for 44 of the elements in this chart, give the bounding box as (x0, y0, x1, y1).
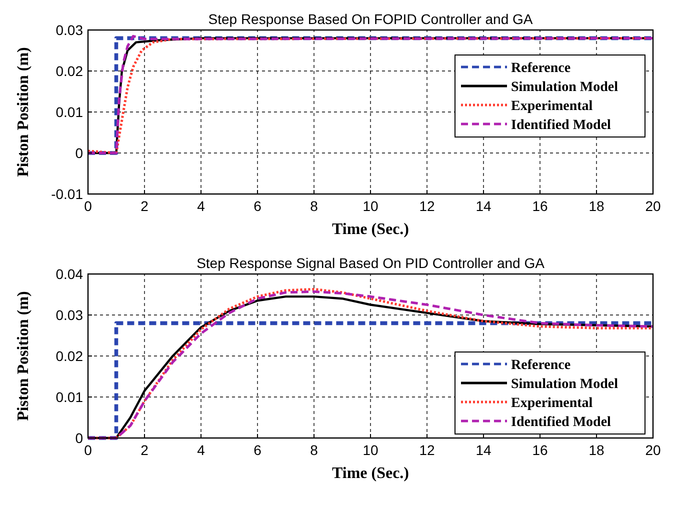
y-tick-label: 0.03 (56, 22, 84, 38)
y-tick-label: 0.02 (56, 63, 84, 79)
legend-label: Simulation Model (511, 80, 618, 95)
x-tick-label: 6 (254, 442, 262, 458)
legend-label: Identified Model (511, 415, 612, 430)
chart-title: Step Response Signal Based On PID Controller and GA (196, 255, 546, 271)
x-tick-label: 4 (197, 198, 206, 214)
x-axis-title: Time (Sec.) (332, 221, 410, 238)
y-tick-label: 0.01 (56, 104, 84, 120)
y-tick-label: 0.02 (56, 348, 84, 364)
x-tick-label: 8 (310, 198, 318, 214)
x-tick-label: 16 (532, 198, 548, 214)
x-tick-label: 16 (532, 442, 548, 458)
x-tick-label: 12 (419, 198, 435, 214)
x-tick-label: 20 (645, 198, 661, 214)
y-axis-title: Piston Position (m) (15, 47, 32, 177)
y-tick-label: 0.03 (56, 307, 84, 323)
y-tick-label: 0.04 (56, 266, 84, 282)
legend-label: Identified Model (511, 118, 612, 133)
x-tick-label: 18 (588, 442, 604, 458)
x-tick-label: 2 (140, 442, 149, 458)
x-tick-label: 2 (140, 198, 149, 214)
y-tick-label: 0 (75, 145, 84, 161)
y-axis-title: Piston Position (m) (15, 291, 32, 421)
x-tick-label: 12 (419, 442, 435, 458)
x-tick-label: 20 (645, 442, 661, 458)
legend-label: Experimental (511, 396, 593, 411)
x-axis-title: Time (Sec.) (332, 465, 410, 482)
legend-label: Simulation Model (511, 377, 618, 392)
chart-title: Step Response Based On FOPID Controller and GA (208, 11, 534, 27)
legend-label: Reference (511, 61, 571, 76)
legend-label: Experimental (511, 99, 593, 114)
x-tick-label: 10 (362, 198, 378, 214)
x-tick-label: 6 (254, 198, 262, 214)
x-tick-label: 14 (476, 198, 492, 214)
x-tick-label: 4 (197, 442, 206, 458)
y-tick-label: 0 (75, 430, 84, 446)
x-tick-label: 18 (588, 198, 604, 214)
legend-label: Reference (511, 358, 571, 373)
x-tick-label: 14 (476, 442, 492, 458)
x-tick-label: 8 (310, 442, 318, 458)
y-tick-label: -0.01 (51, 186, 84, 202)
x-tick-label: 10 (362, 442, 378, 458)
y-tick-label: 0.01 (56, 389, 84, 405)
